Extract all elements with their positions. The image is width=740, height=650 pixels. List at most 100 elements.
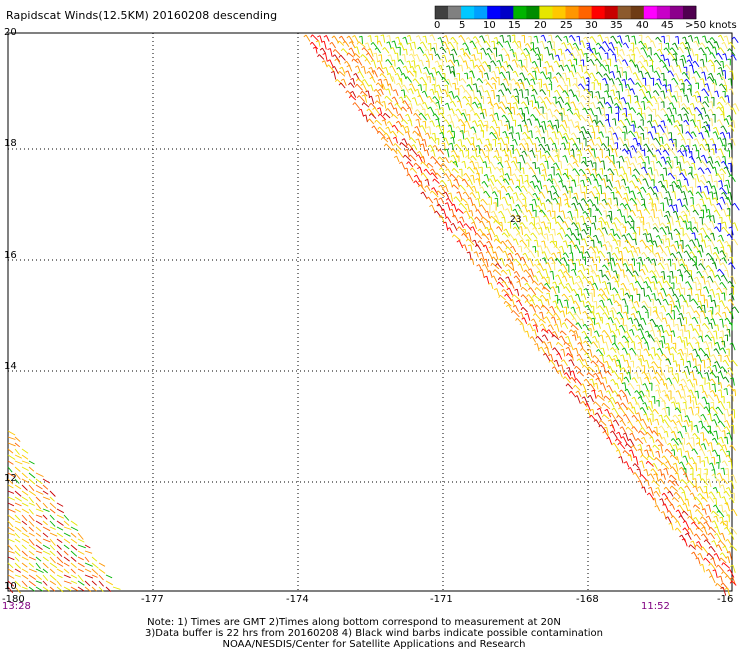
wind-barb-flag	[721, 292, 725, 295]
wind-barb-flag	[346, 52, 349, 56]
wind-barb-flag	[712, 131, 716, 134]
wind-barb	[643, 198, 646, 207]
wind-barb-flag	[539, 40, 543, 43]
wind-barb-flag	[677, 113, 681, 116]
wind-barb	[459, 220, 464, 229]
wind-barb-flag	[655, 36, 658, 40]
wind-barb-flag	[406, 173, 410, 177]
wind-barb-flag	[659, 144, 663, 148]
wind-barb-flag	[466, 184, 470, 188]
wind-barb	[527, 154, 532, 161]
wind-barb-flag	[566, 77, 570, 80]
wind-barb	[536, 239, 539, 248]
wind-barb	[318, 40, 321, 47]
wind-barb-flag	[504, 173, 508, 176]
wind-barb-flag	[685, 330, 690, 332]
wind-barb	[520, 143, 527, 151]
wind-barb-flag	[703, 341, 707, 344]
wind-barb-flag	[672, 342, 676, 345]
wind-barb-flag	[604, 52, 608, 54]
wind-barb-flag	[720, 106, 724, 109]
wind-barb-flag	[629, 295, 633, 297]
wind-barb-flag	[429, 120, 433, 123]
wind-barb	[577, 108, 581, 118]
wind-barb-flag	[696, 156, 700, 159]
wind-barb-flag	[616, 161, 620, 163]
wind-barb-flag	[655, 252, 659, 255]
wind-barb-flag	[639, 174, 642, 177]
wind-barb-flag	[463, 172, 467, 176]
wind-barb-flag	[392, 136, 396, 139]
wind-barb-flag	[597, 120, 601, 123]
wind-barb-flag	[644, 126, 648, 129]
wind-barb-flag	[593, 246, 597, 249]
wind-barb-flag	[345, 70, 349, 73]
wind-barb-flag	[628, 317, 632, 320]
wind-barb	[607, 64, 610, 74]
wind-barb	[570, 89, 575, 97]
wind-barb-flag	[303, 34, 307, 38]
wind-barb-flag	[613, 203, 617, 207]
wind-barb	[510, 280, 515, 289]
wind-barb-flag	[436, 190, 439, 194]
wind-barb-flag	[395, 120, 399, 124]
wind-barb	[728, 329, 731, 337]
wind-barb-flag	[641, 203, 645, 207]
wind-barb	[584, 157, 587, 164]
wind-barb-flag	[643, 228, 647, 231]
wind-barb-flag	[540, 202, 545, 205]
wind-barb	[536, 36, 539, 44]
wind-barb	[596, 330, 600, 338]
wind-barb	[422, 161, 430, 169]
wind-barb-flag	[390, 76, 394, 79]
wind-barb-flag	[608, 245, 612, 247]
wind-barb	[704, 138, 709, 147]
wind-barb-flag	[691, 76, 695, 79]
wind-barb	[416, 126, 421, 135]
wind-barb	[398, 130, 405, 136]
wind-barb-flag	[516, 299, 519, 303]
wind-barb-flag	[700, 191, 704, 194]
wind-barb	[350, 95, 357, 101]
wind-barb	[524, 252, 529, 260]
wind-barb	[726, 35, 730, 44]
wind-barb-flag	[621, 215, 625, 218]
wind-barb-flag	[455, 88, 459, 90]
wind-barb	[717, 324, 720, 331]
wind-barb	[466, 120, 471, 130]
wind-barb	[440, 197, 445, 205]
wind-barb-flag	[505, 239, 509, 243]
wind-barb-flag	[406, 161, 409, 165]
wind-barb-flag	[452, 161, 456, 164]
wind-barb-flag	[726, 150, 730, 152]
wind-barb-flag	[730, 107, 734, 110]
wind-barb-flag	[628, 250, 632, 253]
wind-barb-flag	[615, 190, 619, 194]
wind-barb	[685, 220, 688, 230]
wind-barb	[424, 90, 428, 98]
wind-barb-flag	[685, 131, 689, 134]
wind-barb-flag	[404, 76, 408, 80]
wind-barb-flag	[610, 378, 614, 382]
wind-barb-flag	[697, 371, 701, 375]
wind-barb	[563, 52, 566, 60]
wind-barb-flag	[617, 101, 621, 104]
wind-barb-flag	[527, 185, 531, 188]
wind-barb-flag	[474, 244, 478, 247]
wind-barb-flag	[609, 78, 613, 81]
wind-barb-flag	[390, 47, 394, 50]
wind-barb-flag	[669, 184, 673, 187]
wind-barb-flag	[571, 334, 576, 337]
wind-barb-flag	[586, 95, 590, 97]
wind-barb-flag	[634, 185, 638, 189]
wind-barb	[616, 65, 619, 72]
wind-barb-flag	[576, 306, 580, 309]
wind-barb	[559, 318, 562, 328]
wind-barb-flag	[660, 305, 664, 308]
wind-barb	[675, 53, 678, 62]
wind-barb-flag	[694, 106, 697, 110]
wind-barb	[707, 130, 710, 138]
wind-barb-flag	[447, 124, 451, 127]
wind-barb	[671, 271, 674, 279]
wind-barb	[446, 149, 450, 158]
